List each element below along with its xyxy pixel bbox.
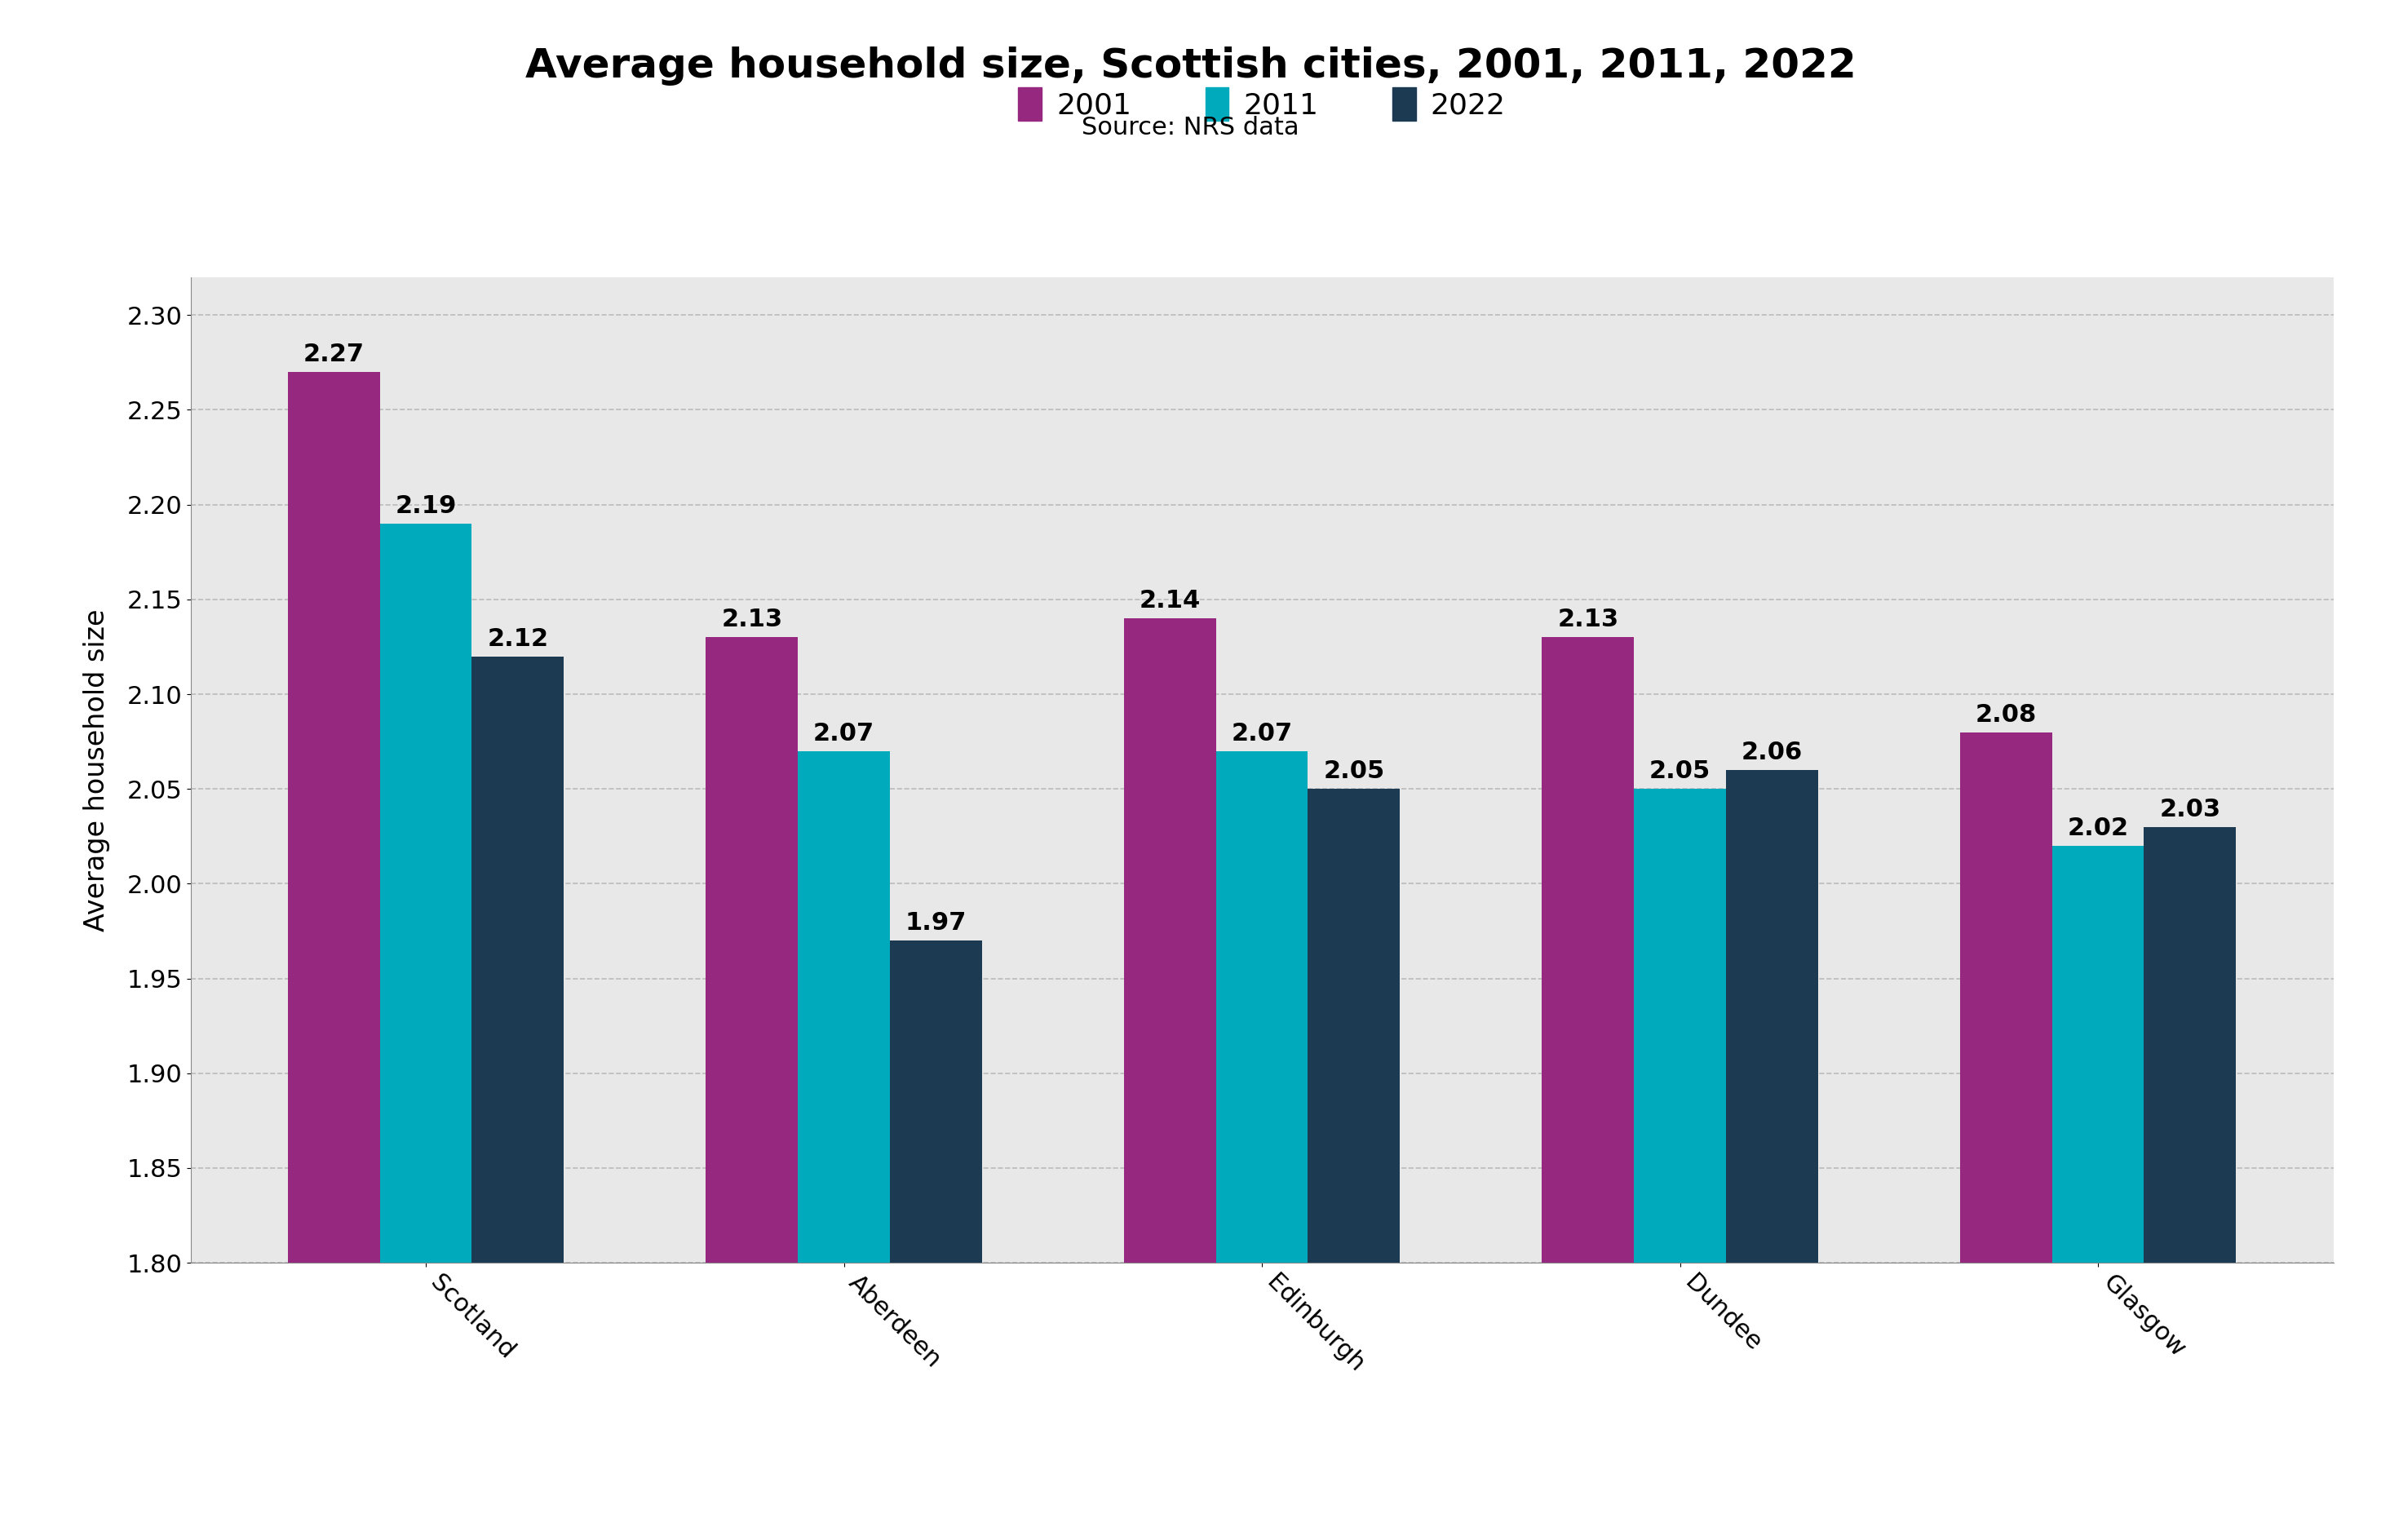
Text: 2.03: 2.03 xyxy=(2160,798,2221,821)
Text: 2.05: 2.05 xyxy=(1650,759,1710,784)
Bar xyxy=(705,638,798,1540)
Bar xyxy=(2052,845,2143,1540)
Bar xyxy=(1307,788,1400,1540)
Y-axis label: Average household size: Average household size xyxy=(83,608,110,932)
Text: 2.05: 2.05 xyxy=(1324,759,1386,784)
Text: 2.06: 2.06 xyxy=(1741,741,1802,764)
Text: 2.07: 2.07 xyxy=(814,722,874,745)
Bar xyxy=(2143,827,2236,1540)
Bar xyxy=(381,524,471,1540)
Text: Average household size, Scottish cities, 2001, 2011, 2022: Average household size, Scottish cities,… xyxy=(524,46,1857,85)
Text: 2.07: 2.07 xyxy=(1231,722,1293,745)
Bar xyxy=(890,941,981,1540)
Text: 2.13: 2.13 xyxy=(721,608,783,631)
Bar xyxy=(288,373,381,1540)
Text: 2.27: 2.27 xyxy=(302,342,364,367)
Text: Source: NRS data: Source: NRS data xyxy=(1081,116,1300,139)
Bar xyxy=(471,656,564,1540)
Text: 1.97: 1.97 xyxy=(905,912,967,935)
Text: 2.08: 2.08 xyxy=(1976,702,2036,727)
Bar xyxy=(1124,619,1217,1540)
Legend: 2001, 2011, 2022: 2001, 2011, 2022 xyxy=(1007,75,1517,132)
Text: 2.02: 2.02 xyxy=(2067,816,2129,841)
Text: 2.19: 2.19 xyxy=(395,494,457,517)
Bar xyxy=(1726,770,1819,1540)
Text: 2.14: 2.14 xyxy=(1138,588,1200,613)
Bar xyxy=(798,752,890,1540)
Bar xyxy=(1960,732,2052,1540)
Text: 2.13: 2.13 xyxy=(1557,608,1619,631)
Bar xyxy=(1217,752,1307,1540)
Bar xyxy=(1543,638,1633,1540)
Bar xyxy=(1633,788,1726,1540)
Text: 2.12: 2.12 xyxy=(488,627,548,650)
